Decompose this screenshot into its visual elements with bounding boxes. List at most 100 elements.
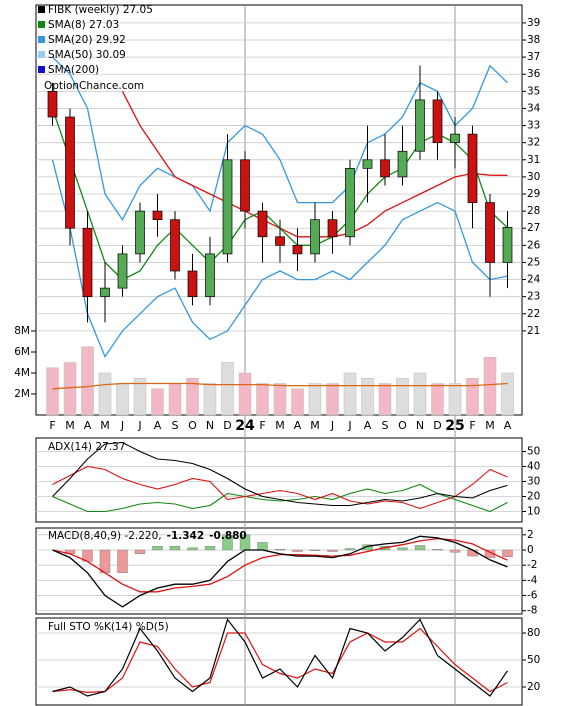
candle-body xyxy=(47,90,58,118)
candle-body xyxy=(135,210,145,255)
volume-bar xyxy=(483,357,497,416)
x-tick-label: S xyxy=(172,419,179,432)
y-tick-label: 29 xyxy=(527,188,540,200)
x-tick-label: 25 xyxy=(445,418,464,434)
macd-hist xyxy=(257,542,268,551)
macd-hist xyxy=(432,549,443,551)
candle-body xyxy=(292,244,303,255)
x-tick-label: O xyxy=(398,419,407,432)
legend-label: SMA(50) 30.09 xyxy=(48,49,126,61)
volume-bar xyxy=(256,383,269,416)
indicator-line xyxy=(52,535,508,608)
x-tick-label: M xyxy=(275,419,285,432)
volume-bar xyxy=(466,378,479,416)
y-tick-label: 28 xyxy=(527,205,540,217)
indicator-line xyxy=(51,159,508,358)
y-tick-label: 27 xyxy=(527,222,540,234)
x-tick-label: S xyxy=(382,419,389,432)
y-tick-label: 30 xyxy=(527,171,540,183)
y-tick-label: 37 xyxy=(527,51,540,63)
legend-label: SMA(8) 27.03 xyxy=(48,19,119,31)
macd-hist xyxy=(502,549,513,557)
macd-hist xyxy=(222,534,233,551)
volume-bar xyxy=(203,383,217,416)
y-tick-label: 25 xyxy=(527,256,540,268)
x-tick-label: A xyxy=(504,419,512,432)
macd-hist xyxy=(187,547,198,551)
macd-panel xyxy=(35,527,523,615)
volume-bar xyxy=(221,362,234,416)
legend-swatch xyxy=(38,6,45,13)
y-tick-label: 20 xyxy=(527,681,540,693)
y-tick-label: -8 xyxy=(527,605,537,617)
candle-body xyxy=(345,167,355,238)
y-tick-label: 40 xyxy=(527,461,540,473)
indicator-line xyxy=(52,56,508,221)
candle-body xyxy=(240,159,250,212)
legend-swatch xyxy=(38,66,45,73)
legend-label: SMA(20) 29.92 xyxy=(48,34,126,46)
macd-hist xyxy=(309,549,321,551)
y-tick-label: 50 xyxy=(527,446,540,458)
legend-swatch xyxy=(38,36,45,43)
panel-label: Full STO %K(14) %D(5) xyxy=(48,621,169,633)
y-tick-label: 10 xyxy=(527,506,540,518)
x-tick-label: N xyxy=(206,419,214,432)
price-panel xyxy=(35,4,523,416)
candle-body xyxy=(100,287,110,298)
y-tick-label: 33 xyxy=(527,120,540,132)
y-tick-label: 22 xyxy=(527,308,540,320)
x-tick-label: F xyxy=(469,419,475,432)
candle-body xyxy=(170,219,180,272)
volume-bar xyxy=(186,378,199,416)
indicator-line xyxy=(52,465,508,510)
y-tick-label: 8M xyxy=(14,325,30,337)
y-tick-label: 2M xyxy=(14,388,30,400)
x-tick-label: F xyxy=(259,419,265,432)
volume-bar xyxy=(46,367,59,416)
candle-body xyxy=(82,227,93,298)
macd-hist xyxy=(344,548,356,551)
x-tick-label: F xyxy=(49,419,55,432)
x-tick-label: 24 xyxy=(235,418,255,434)
volume-bar xyxy=(343,372,357,416)
y-tick-label: 31 xyxy=(527,154,540,166)
y-tick-label: 26 xyxy=(527,239,541,251)
x-tick-label: M xyxy=(485,419,495,432)
y-tick-label: 6M xyxy=(14,346,30,358)
volume-bar xyxy=(448,383,462,416)
adx-panel xyxy=(35,437,523,523)
macd-hist xyxy=(397,547,408,551)
candle-body xyxy=(432,99,443,144)
y-tick-label: -2 xyxy=(527,559,537,571)
x-tick-label: M xyxy=(100,419,110,432)
y-tick-label: 4M xyxy=(14,367,30,379)
volume-bar xyxy=(116,383,129,416)
y-tick-label: 24 xyxy=(527,274,541,286)
volume-bar xyxy=(98,372,112,416)
volume-bar xyxy=(291,388,304,416)
volume-bar xyxy=(63,362,77,416)
macd-hist xyxy=(169,546,181,551)
candle-body xyxy=(485,202,495,263)
indicator-line xyxy=(52,382,508,390)
x-tick-label: J xyxy=(120,419,124,432)
x-tick-label: A xyxy=(294,419,302,432)
volume-bar xyxy=(326,383,339,416)
x-tick-label: J xyxy=(137,419,141,432)
macd-hist xyxy=(274,549,286,551)
legend-swatch xyxy=(38,51,45,58)
indicator-line xyxy=(52,483,508,513)
candle-body xyxy=(362,159,373,169)
y-tick-label: 2 xyxy=(527,529,534,541)
y-tick-label: 50 xyxy=(527,654,540,666)
x-tick-label: D xyxy=(433,419,441,432)
indicator-line xyxy=(52,441,508,507)
volume-bar xyxy=(81,346,94,416)
x-tick-label: A xyxy=(154,419,162,432)
volume-bar xyxy=(168,383,182,416)
macd-hist xyxy=(327,549,338,552)
volume-bar xyxy=(501,372,514,416)
x-tick-label: J xyxy=(330,419,334,432)
